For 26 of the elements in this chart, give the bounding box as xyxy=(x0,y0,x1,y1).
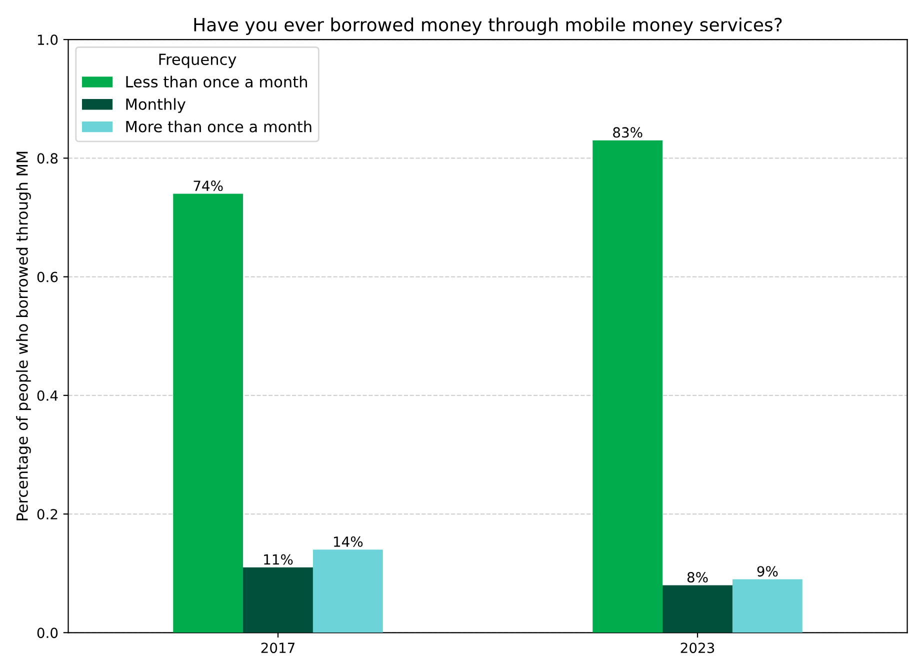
data-label: 83% xyxy=(613,127,642,138)
y-tick-label: 0.6 xyxy=(37,272,58,282)
bar xyxy=(243,567,313,633)
data-label: 14% xyxy=(334,536,363,547)
bar xyxy=(173,194,244,633)
bar xyxy=(662,585,732,633)
y-tick-label: 0.2 xyxy=(37,508,58,520)
y-tick-label: 0.4 xyxy=(37,390,58,401)
y-tick-label: 0.0 xyxy=(37,628,58,638)
data-label: 11% xyxy=(264,554,293,565)
y-tick-label: 0.8 xyxy=(37,153,58,164)
data-label: 9% xyxy=(757,566,778,577)
chart-title: Have you ever borrowed money through mobile money services? xyxy=(194,17,782,35)
x-tick-label: 2023 xyxy=(680,642,714,654)
legend-label: Monthly xyxy=(126,98,186,113)
data-label: 74% xyxy=(194,180,223,192)
bar xyxy=(732,579,802,633)
y-tick-label: 1.0 xyxy=(38,34,58,46)
bar xyxy=(312,550,383,633)
legend-label: More than once a month xyxy=(126,120,312,132)
y-axis-title: Percentage of people who borrowed through MM xyxy=(16,152,31,520)
bar xyxy=(592,140,663,633)
legend-title: Frequency xyxy=(159,54,236,68)
data-label: 8% xyxy=(687,572,708,582)
x-tick-label: 2017 xyxy=(261,642,294,654)
legend-label: Less than once a month xyxy=(126,76,307,88)
